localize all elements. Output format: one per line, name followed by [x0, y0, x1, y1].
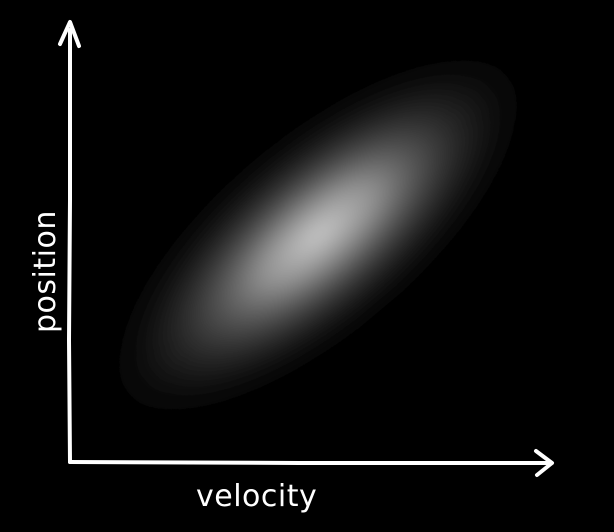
x-axis-line — [68, 460, 550, 465]
x-axis-arrowhead — [534, 449, 554, 477]
y-axis-label: position — [28, 210, 63, 333]
y-axis — [58, 20, 81, 464]
distribution-blob — [84, 30, 552, 440]
y-axis-arrowhead — [58, 20, 81, 48]
x-axis-label: velocity — [196, 479, 317, 514]
x-axis — [68, 449, 554, 477]
y-axis-line — [67, 28, 72, 464]
